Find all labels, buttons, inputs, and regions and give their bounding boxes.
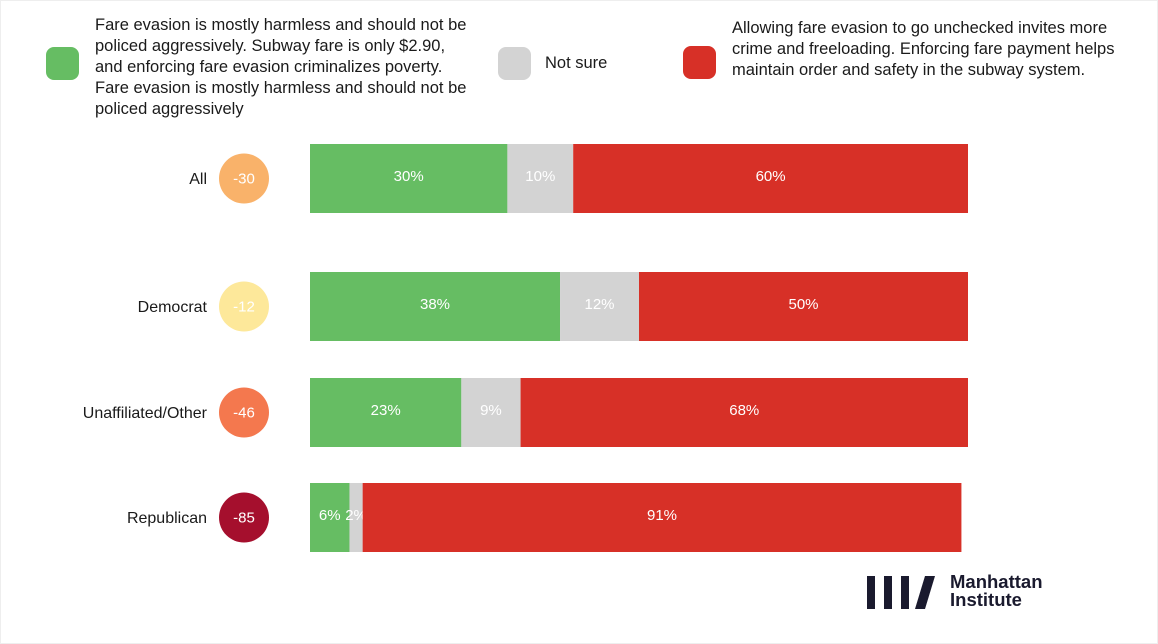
net-score-badge-unaffiliated-other [219,387,269,438]
legend-swatch-not-sure [498,47,531,80]
bar-value-label-all-s2: 60% [756,168,786,185]
brand-name-line1: Manhattan [950,571,1043,592]
bar-value-label-all-s0: 30% [394,168,424,185]
bar-segment-republican-s1 [349,483,363,552]
legend-label-harmless: Fare evasion is mostly harmless and shou… [95,16,467,118]
legend-swatch-harmless [46,47,79,80]
bar-segment-all-s2 [573,144,968,213]
bar-segment-unaffiliated-other-s2 [520,378,968,447]
net-score-badge-republican [219,492,269,543]
brand-name: Manhattan Institute [950,571,1043,610]
bar-value-label-republican-s1: 2% [345,507,367,524]
bar-segment-democrat-s1 [560,272,639,341]
net-score-badge-all [219,153,269,204]
bar-value-label-democrat-s2: 50% [788,296,818,313]
category-label-unaffiliated-other: Unaffiliated/Other [83,405,208,422]
net-score-label-unaffiliated-other: -46 [233,405,255,422]
bar-segment-democrat-s2 [639,272,968,341]
net-score-label-democrat: -12 [233,299,255,316]
bar-value-label-democrat-s0: 38% [420,296,450,313]
net-score-badge-democrat [219,281,269,332]
bar-segment-all-s0 [310,144,508,213]
bar-value-label-republican-s2: 91% [647,507,677,524]
bar-segment-republican-s2 [362,483,962,552]
legend-label-enforce: Allowing fare evasion to go unchecked in… [732,19,1115,79]
bar-segment-democrat-s0 [310,272,561,341]
manhattan-institute-logo-icon [867,576,935,609]
bar-value-label-unaffiliated-other-s1: 9% [480,402,502,419]
bar-value-label-democrat-s1: 12% [585,296,615,313]
bar-value-label-republican-s0: 6% [319,507,341,524]
brand-name-line2: Institute [950,589,1022,610]
bar-segment-republican-s0 [310,483,350,552]
bar-segment-unaffiliated-other-s0 [310,378,462,447]
net-score-label-republican: -85 [233,510,255,527]
category-label-democrat: Democrat [138,299,208,316]
bar-value-label-unaffiliated-other-s2: 68% [729,402,759,419]
category-label-all: All [189,171,207,188]
bar-value-label-all-s1: 10% [525,168,555,185]
net-score-label-all: -30 [233,171,255,188]
legend-label-not-sure: Not sure [545,54,608,72]
bar-segment-unaffiliated-other-s1 [461,378,521,447]
legend-swatch-enforce [683,46,716,79]
bar-segment-all-s1 [507,144,574,213]
bar-value-label-unaffiliated-other-s0: 23% [371,402,401,419]
category-label-republican: Republican [127,510,207,527]
